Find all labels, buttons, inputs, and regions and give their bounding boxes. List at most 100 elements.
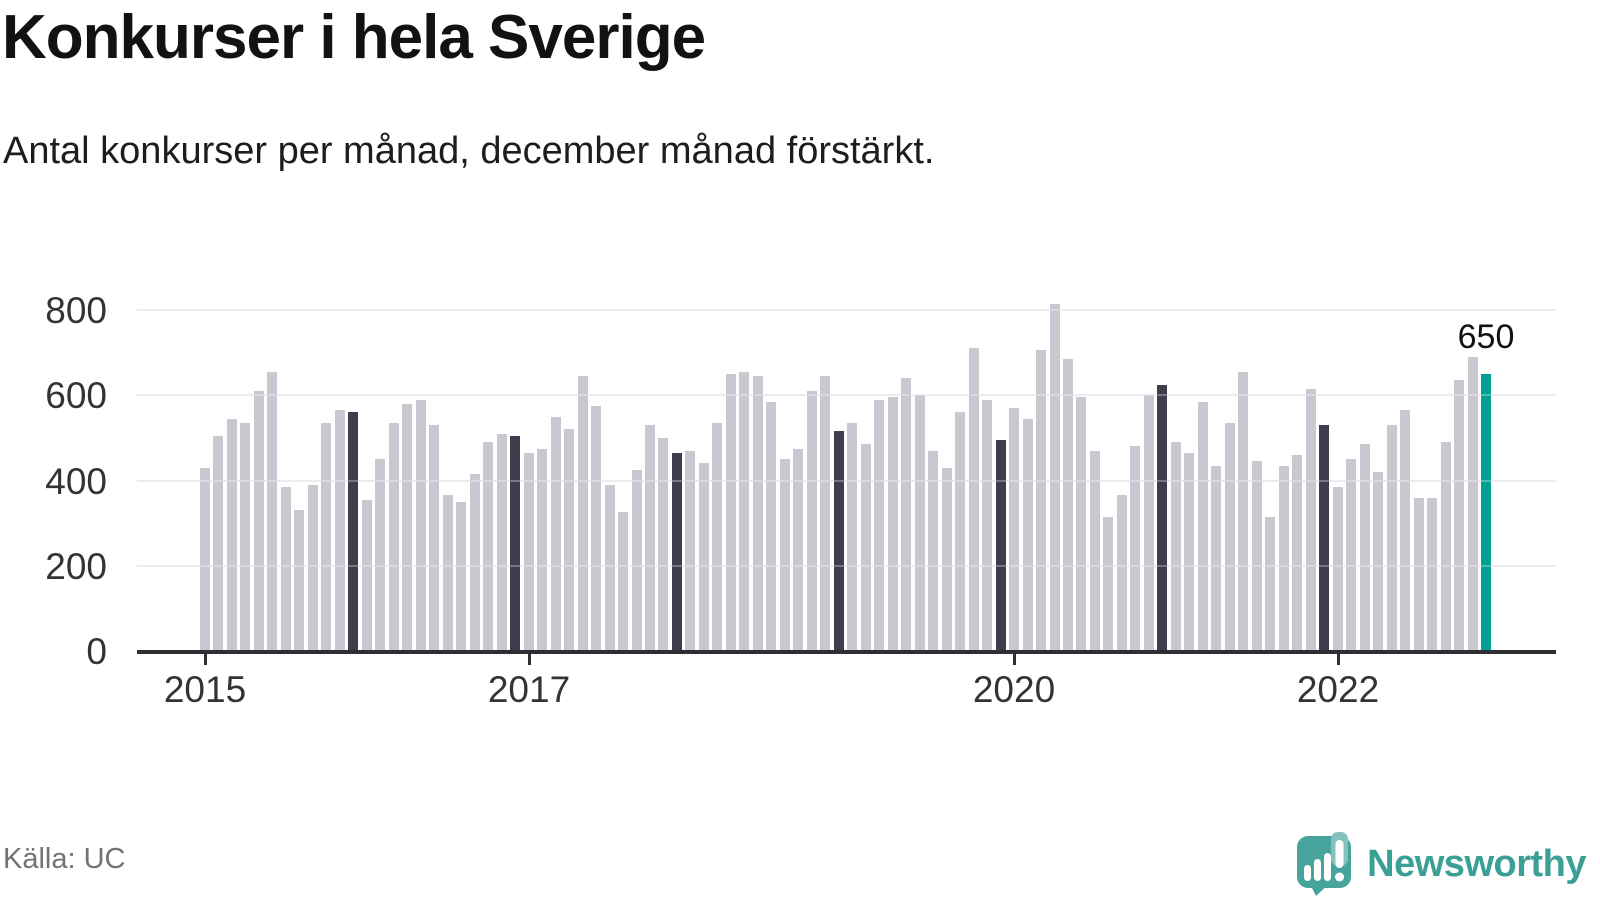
gridline-200 xyxy=(137,564,1556,567)
x-axis-label-2017: 2017 xyxy=(487,669,571,710)
x-axis-label-2015: 2015 xyxy=(163,669,247,710)
chart-bar-2020-11 xyxy=(1143,395,1154,651)
chart-bar-2017-10 xyxy=(644,425,655,651)
chart-bar-2015-12 xyxy=(348,412,359,651)
chart-bar-2022-12 xyxy=(1481,374,1492,651)
chart-bar-2018-12 xyxy=(833,431,844,651)
bars-group xyxy=(200,304,1492,651)
chart-bar-2019-10 xyxy=(968,348,979,651)
chart-bar-2019-11 xyxy=(982,400,993,651)
gridline-400 xyxy=(137,479,1556,482)
chart-bar-2019-07 xyxy=(928,451,939,651)
chart-bar-2022-07 xyxy=(1413,498,1424,651)
chart-bar-2019-09 xyxy=(955,412,966,651)
chart-bar-2021-06 xyxy=(1238,372,1249,651)
chart-bar-2016-07 xyxy=(442,495,453,651)
chart-bar-2017-07 xyxy=(604,485,615,651)
chart-bar-2017-08 xyxy=(618,512,629,651)
chart-bar-2022-04 xyxy=(1373,472,1384,651)
y-axis-label-200: 200 xyxy=(45,545,107,587)
chart-bar-2016-12 xyxy=(510,436,521,651)
chart-bar-2016-11 xyxy=(496,434,507,651)
chart-bar-2015-07 xyxy=(280,487,291,651)
chart-bar-2017-09 xyxy=(631,470,642,651)
chart-bar-2015-02 xyxy=(213,436,224,651)
chart-bar-2017-03 xyxy=(550,417,561,651)
chart-bar-2020-02 xyxy=(1022,419,1033,651)
chart-bar-2020-06 xyxy=(1076,397,1087,651)
gridline-600 xyxy=(137,394,1556,397)
x-axis-tick-2017 xyxy=(527,652,531,665)
chart-bar-2015-08 xyxy=(294,510,305,651)
chart-bar-2015-06 xyxy=(267,372,278,651)
newsworthy-logo-icon xyxy=(1295,832,1353,896)
chart-bar-2017-04 xyxy=(564,429,575,651)
chart-bar-2017-06 xyxy=(591,406,602,651)
gridline-overlay-400 xyxy=(137,479,1556,482)
chart-bar-2022-10 xyxy=(1454,380,1465,651)
chart-bar-2017-05 xyxy=(577,376,588,651)
chart-bar-2021-01 xyxy=(1170,442,1181,651)
chart-bar-2021-02 xyxy=(1184,453,1195,651)
chart-bar-2021-09 xyxy=(1278,466,1289,651)
chart-bar-2017-02 xyxy=(537,449,548,651)
chart-bar-2019-02 xyxy=(860,444,871,651)
page-title: Konkurser i hela Sverige xyxy=(2,3,706,72)
chart-bar-2021-05 xyxy=(1224,423,1235,651)
chart-bar-2016-05 xyxy=(415,400,426,651)
chart-bar-2022-11 xyxy=(1467,357,1478,651)
chart-bar-2016-04 xyxy=(402,404,413,651)
gridline-overlay-200 xyxy=(137,564,1556,567)
chart-bar-2020-12 xyxy=(1157,385,1168,651)
chart-bar-2019-01 xyxy=(847,423,858,651)
y-axis-label-600: 600 xyxy=(45,375,107,417)
chart-bar-2016-10 xyxy=(483,442,494,651)
x-axis-tick-2022 xyxy=(1336,652,1340,665)
chart-bar-2015-03 xyxy=(226,419,237,651)
chart-bar-2018-10 xyxy=(806,391,817,651)
gridline-800 xyxy=(137,309,1556,311)
y-axis-label-0: 0 xyxy=(86,631,107,672)
chart-bar-2018-05 xyxy=(739,372,750,651)
chart-bar-2016-08 xyxy=(456,502,467,651)
chart-bar-2015-10 xyxy=(321,423,332,651)
bar-chart: 0 200 400 600 800 2015 2017 2020 2022 650 xyxy=(45,290,1556,710)
x-axis-label-2022: 2022 xyxy=(1296,669,1380,710)
newsworthy-brand-link[interactable]: Newsworthy xyxy=(1295,832,1586,896)
gridline-overlay-800 xyxy=(137,309,1556,311)
chart-bar-2021-11 xyxy=(1305,389,1316,651)
chart-bar-2020-08 xyxy=(1103,517,1114,651)
chart-bar-2019-05 xyxy=(901,378,912,651)
y-axis-label-800: 800 xyxy=(45,290,107,331)
chart-bar-2018-07 xyxy=(766,402,777,651)
chart-bar-2022-06 xyxy=(1400,410,1411,651)
chart-bar-2018-06 xyxy=(752,376,763,651)
chart-bar-2016-03 xyxy=(388,423,399,651)
chart-bar-2021-08 xyxy=(1265,517,1276,651)
chart-bar-2019-06 xyxy=(914,395,925,651)
chart-bar-2018-02 xyxy=(698,463,709,651)
x-axis-tick-2015 xyxy=(203,652,207,665)
chart-bar-2020-01 xyxy=(1009,408,1020,651)
chart-bar-2020-10 xyxy=(1130,446,1141,651)
chart-bar-2021-10 xyxy=(1292,455,1303,651)
chart-bar-2015-01 xyxy=(200,468,210,651)
chart-bar-2017-12 xyxy=(671,453,682,651)
chart-bar-2020-05 xyxy=(1063,359,1073,651)
chart-bar-2015-04 xyxy=(240,423,251,651)
page-subtitle: Antal konkurser per månad, december måna… xyxy=(3,130,935,172)
chart-bar-2018-08 xyxy=(779,459,790,651)
source-label: Källa: UC xyxy=(3,843,126,875)
chart-bar-2018-11 xyxy=(820,376,831,651)
chart-bar-2018-03 xyxy=(712,423,723,651)
chart-bar-2022-01 xyxy=(1332,487,1343,651)
chart-bar-2021-04 xyxy=(1211,466,1222,651)
chart-bar-2022-02 xyxy=(1346,459,1357,651)
y-axis-label-400: 400 xyxy=(45,460,107,502)
chart-bar-2016-02 xyxy=(375,459,386,651)
chart-bar-2019-04 xyxy=(887,397,898,651)
gridline-overlay-600 xyxy=(137,394,1556,397)
chart-bar-2022-08 xyxy=(1427,498,1438,651)
chart-bar-2017-11 xyxy=(658,438,669,651)
